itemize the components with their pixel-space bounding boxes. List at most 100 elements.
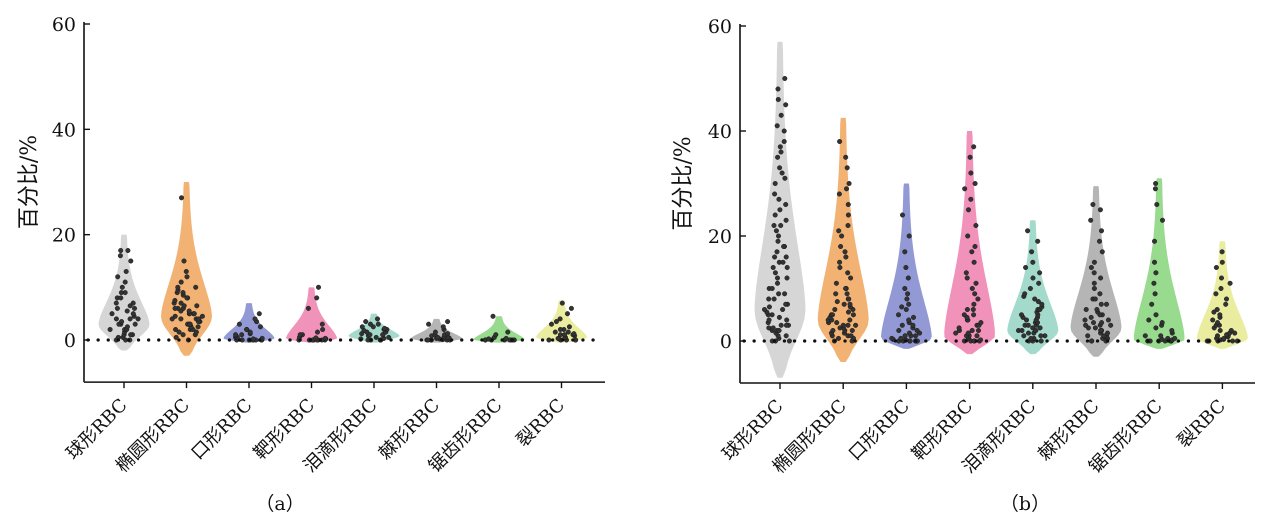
- data-point: [493, 332, 499, 338]
- data-point: [846, 309, 852, 315]
- data-point: [1088, 217, 1094, 223]
- data-point: [840, 322, 846, 328]
- data-point: [1228, 328, 1234, 334]
- data-point: [320, 327, 326, 333]
- data-point: [1159, 320, 1165, 326]
- data-point: [833, 280, 839, 286]
- data-point: [119, 319, 125, 325]
- data-point: [297, 332, 303, 338]
- data-point: [180, 290, 186, 296]
- data-point: [1098, 228, 1104, 234]
- data-point: [118, 295, 124, 301]
- data-point: [978, 320, 984, 326]
- data-point: [783, 254, 789, 260]
- data-point: [1151, 238, 1157, 244]
- data-point: [1149, 301, 1155, 307]
- data-point: [911, 314, 917, 320]
- data-point: [978, 337, 984, 343]
- data-point: [845, 201, 851, 207]
- data-point: [776, 314, 782, 320]
- data-point: [902, 286, 908, 292]
- violin-靶形RBC: [286, 287, 337, 343]
- data-point: [440, 324, 446, 330]
- data-point: [910, 322, 916, 328]
- data-point: [549, 321, 555, 327]
- data-point: [775, 275, 781, 281]
- data-point: [842, 249, 848, 255]
- data-point: [837, 138, 843, 144]
- data-point: [972, 291, 978, 297]
- data-point: [836, 228, 842, 234]
- data-point: [193, 329, 199, 335]
- data-point: [906, 301, 912, 307]
- data-point: [1098, 275, 1104, 281]
- data-point: [175, 284, 181, 290]
- data-point: [1214, 333, 1220, 339]
- data-point: [965, 233, 971, 239]
- data-point: [772, 254, 778, 260]
- data-point: [781, 138, 787, 144]
- data-point: [975, 296, 981, 302]
- data-point: [1223, 301, 1229, 307]
- category-tick-label: 口形RBC: [845, 396, 914, 465]
- data-point: [1029, 249, 1035, 255]
- data-point: [834, 299, 840, 305]
- y-axis-label: 百分比/%: [17, 135, 42, 229]
- data-point: [490, 313, 496, 319]
- data-point: [766, 325, 772, 331]
- data-point: [503, 335, 509, 341]
- data-point: [172, 298, 178, 304]
- data-point: [1097, 207, 1103, 213]
- data-point: [178, 195, 184, 201]
- data-point: [1218, 275, 1224, 281]
- data-point: [1030, 325, 1036, 331]
- data-point: [562, 332, 568, 338]
- data-point: [843, 254, 849, 260]
- data-point: [1146, 317, 1152, 323]
- data-point: [1021, 333, 1027, 339]
- data-point: [1230, 338, 1236, 344]
- data-point: [780, 259, 786, 265]
- data-point: [386, 334, 392, 340]
- data-point: [128, 332, 134, 338]
- data-point: [966, 207, 972, 213]
- data-point: [845, 270, 851, 276]
- data-point: [906, 233, 912, 239]
- data-point: [119, 284, 125, 290]
- data-point: [778, 149, 784, 155]
- data-point: [187, 321, 193, 327]
- data-point: [903, 265, 909, 271]
- violin-椭圆形RBC: [817, 117, 869, 362]
- data-point: [1151, 259, 1157, 265]
- data-point: [114, 305, 120, 311]
- data-point: [125, 247, 131, 253]
- data-point: [784, 317, 790, 323]
- data-point: [845, 222, 851, 228]
- category-tick-label: 口形RBC: [187, 395, 256, 464]
- data-point: [1094, 307, 1100, 313]
- data-point: [839, 233, 845, 239]
- data-point: [199, 313, 205, 319]
- data-point: [963, 270, 969, 276]
- data-point: [432, 329, 438, 335]
- data-point: [1153, 312, 1159, 318]
- data-point: [109, 311, 115, 317]
- data-point: [913, 333, 919, 339]
- data-point: [195, 324, 201, 330]
- data-point: [783, 201, 789, 207]
- data-point: [1142, 333, 1148, 339]
- data-point: [974, 333, 980, 339]
- data-point: [1027, 286, 1033, 292]
- data-point: [778, 112, 784, 118]
- data-point: [776, 328, 782, 334]
- data-point: [1091, 280, 1097, 286]
- y-tick-label: 20: [708, 226, 732, 248]
- data-point: [559, 300, 565, 306]
- data-point: [1091, 286, 1097, 292]
- data-point: [783, 322, 789, 328]
- data-point: [973, 222, 979, 228]
- data-point: [236, 321, 242, 327]
- data-point: [898, 335, 904, 341]
- data-point: [969, 328, 975, 334]
- data-point: [568, 305, 574, 311]
